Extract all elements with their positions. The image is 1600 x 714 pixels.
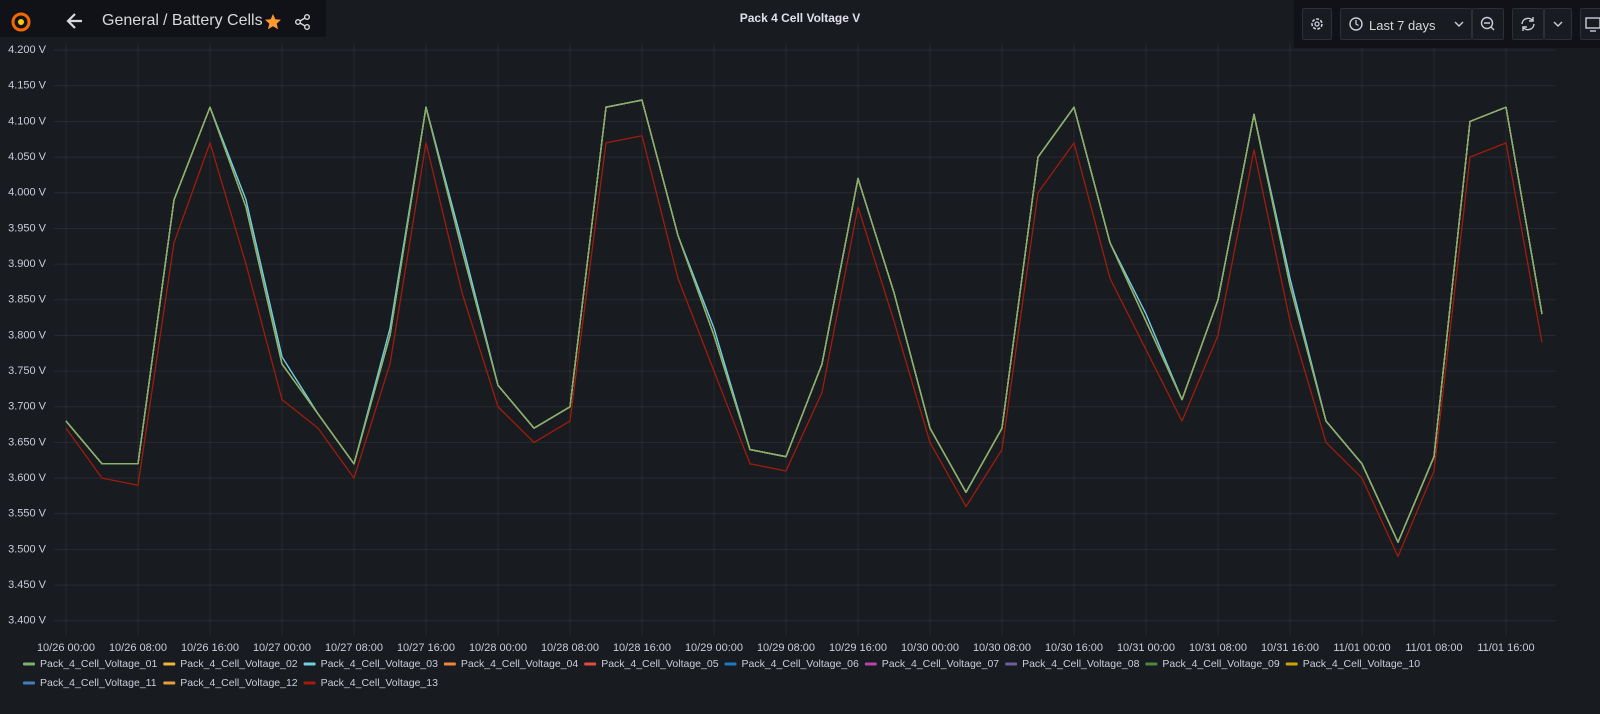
share-button[interactable] — [294, 13, 312, 31]
legend-swatch — [163, 662, 176, 666]
series-line — [65, 135, 1543, 558]
y-tick-label: 3.600 V — [8, 472, 47, 484]
y-tick-label: 3.400 V — [8, 615, 47, 627]
y-tick-label: 4.150 V — [8, 80, 47, 92]
x-tick-label: 10/28 16:00 — [613, 642, 671, 654]
x-tick-label: 11/01 16:00 — [1477, 642, 1534, 654]
x-tick-label: 10/28 08:00 — [541, 642, 599, 654]
y-tick-label: 4.200 V — [8, 44, 47, 56]
x-tick-label: 10/30 08:00 — [973, 642, 1031, 654]
legend-swatch — [303, 662, 316, 666]
x-tick-label: 10/31 08:00 — [1189, 642, 1247, 654]
legend-label: Pack_4_Cell_Voltage_10 — [1303, 658, 1421, 670]
star-button[interactable] — [264, 13, 282, 31]
y-tick-label: 3.450 V — [8, 579, 47, 591]
legend-label: Pack_4_Cell_Voltage_07 — [882, 658, 1000, 670]
legend-swatch — [303, 681, 316, 685]
zoom-out-button[interactable] — [1472, 8, 1504, 40]
legend-swatch — [1145, 662, 1158, 666]
y-tick-label: 3.550 V — [8, 508, 47, 520]
legend-swatch — [864, 662, 877, 666]
x-tick-label: 11/01 00:00 — [1333, 642, 1390, 654]
x-tick-label: 11/01 08:00 — [1405, 642, 1462, 654]
series-line — [65, 99, 1543, 543]
time-range-label: Last 7 days — [1369, 18, 1436, 33]
x-tick-label: 10/26 08:00 — [109, 642, 167, 654]
legend-swatch — [1285, 662, 1298, 666]
y-tick-label: 3.700 V — [8, 401, 47, 413]
dashboard-title[interactable]: / Battery Cells — [163, 12, 263, 29]
y-tick-label: 3.850 V — [8, 294, 47, 306]
time-range-picker[interactable]: Last 7 days — [1340, 8, 1472, 40]
settings-button[interactable] — [1302, 8, 1332, 40]
legend-label: Pack_4_Cell_Voltage_08 — [1022, 658, 1140, 670]
legend-swatch — [584, 662, 597, 666]
y-tick-label: 3.800 V — [8, 329, 47, 341]
x-tick-label: 10/31 16:00 — [1261, 642, 1319, 654]
legend-swatch — [1005, 662, 1018, 666]
y-tick-label: 4.100 V — [8, 115, 47, 127]
legend-label: Pack_4_Cell_Voltage_06 — [742, 658, 860, 670]
grafana-logo[interactable] — [0, 0, 44, 44]
legend-label: Pack_4_Cell_Voltage_13 — [321, 677, 439, 689]
y-tick-label: 3.950 V — [8, 222, 47, 234]
legend-label: Pack_4_Cell_Voltage_12 — [180, 677, 298, 689]
refresh-interval-button[interactable] — [1544, 8, 1572, 40]
y-tick-label: 3.750 V — [8, 365, 47, 377]
x-tick-label: 10/27 08:00 — [325, 642, 383, 654]
x-tick-label: 10/31 00:00 — [1117, 642, 1175, 654]
y-tick-label: 3.650 V — [8, 436, 47, 448]
legend-swatch — [23, 662, 35, 666]
x-tick-label: 10/27 00:00 — [253, 642, 311, 654]
toolbar: Last 7 days — [1294, 0, 1600, 48]
legend-label: Pack_4_Cell_Voltage_01 — [40, 658, 158, 670]
x-tick-label: 10/26 16:00 — [181, 642, 239, 654]
y-tick-label: 4.000 V — [8, 187, 47, 199]
y-tick-label: 3.900 V — [8, 258, 47, 270]
x-tick-label: 10/27 16:00 — [397, 642, 455, 654]
nav-bar: General / Battery Cells — [0, 0, 326, 37]
legend-label: Pack_4_Cell_Voltage_03 — [321, 658, 439, 670]
y-tick-label: 3.500 V — [8, 543, 47, 555]
legend-swatch — [443, 662, 456, 666]
x-tick-label: 10/29 00:00 — [685, 642, 743, 654]
legend-label: Pack_4_Cell_Voltage_11 — [40, 677, 157, 689]
x-tick-label: 10/29 08:00 — [757, 642, 815, 654]
x-tick-label: 10/30 00:00 — [901, 642, 959, 654]
x-tick-label: 10/29 16:00 — [829, 642, 887, 654]
tv-mode-button[interactable] — [1580, 8, 1600, 40]
legend-label: Pack_4_Cell_Voltage_05 — [601, 658, 719, 670]
legend-label: Pack_4_Cell_Voltage_09 — [1162, 658, 1280, 670]
x-tick-label: 10/26 00:00 — [37, 642, 95, 654]
back-button[interactable] — [64, 9, 88, 33]
panel-title: Pack 4 Cell Voltage V — [740, 11, 861, 25]
legend-swatch — [163, 681, 176, 685]
x-tick-label: 10/28 00:00 — [469, 642, 527, 654]
breadcrumb-folder[interactable]: General — [102, 12, 159, 29]
refresh-button[interactable] — [1512, 8, 1544, 40]
legend-label: Pack_4_Cell_Voltage_02 — [180, 658, 298, 670]
x-tick-label: 10/30 16:00 — [1045, 642, 1103, 654]
y-tick-label: 4.050 V — [8, 151, 47, 163]
legend-swatch — [23, 681, 35, 685]
legend-swatch — [724, 662, 737, 666]
legend-label: Pack_4_Cell_Voltage_04 — [461, 658, 579, 670]
